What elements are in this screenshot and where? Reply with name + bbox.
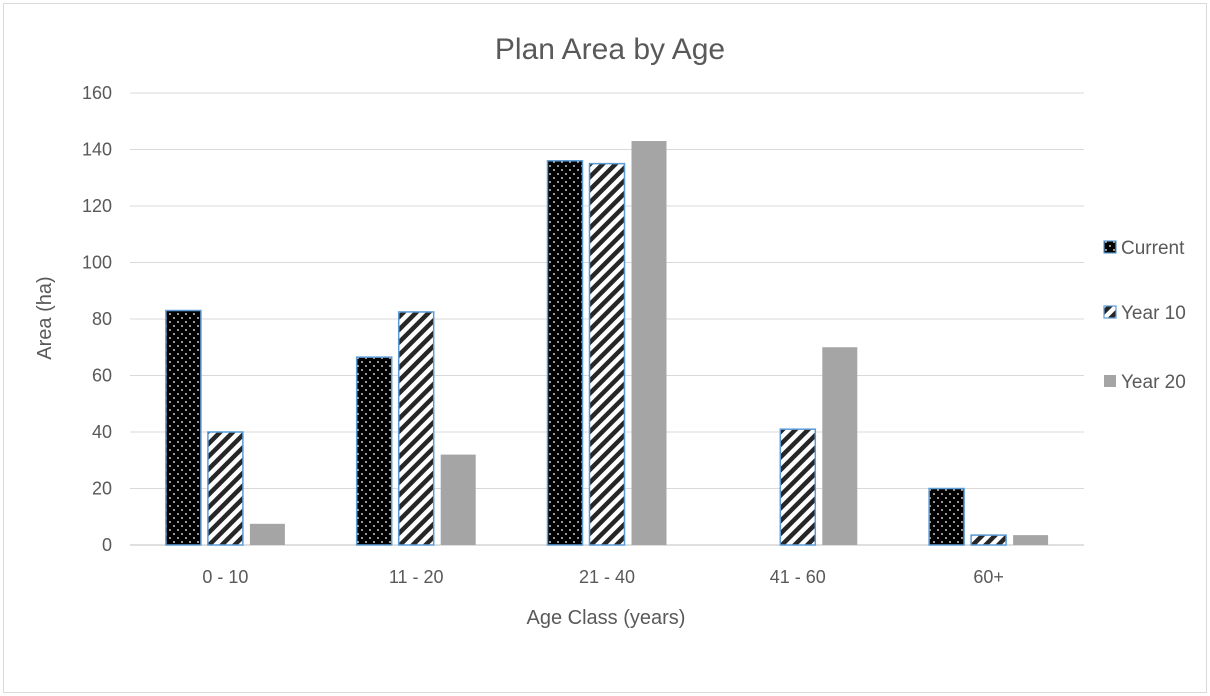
bar-year-20 bbox=[1013, 535, 1049, 545]
y-tick-label: 100 bbox=[82, 253, 112, 273]
legend-label: Year 10 bbox=[1121, 303, 1186, 324]
x-tick-label: 41 - 60 bbox=[770, 567, 826, 587]
bar-year-10 bbox=[207, 431, 244, 546]
bar-current bbox=[928, 487, 965, 546]
y-tick-label: 120 bbox=[82, 196, 112, 216]
bar-year-20 bbox=[631, 141, 667, 545]
y-tick-label: 60 bbox=[92, 366, 112, 386]
chart-title: Plan Area by Age bbox=[495, 33, 725, 66]
bar-year-10 bbox=[588, 162, 626, 546]
bar-current bbox=[355, 356, 393, 546]
y-tick-label: 160 bbox=[82, 83, 112, 103]
legend-label: Current bbox=[1121, 238, 1185, 259]
bar-year-10 bbox=[397, 311, 435, 546]
x-tick-label: 60+ bbox=[973, 567, 1004, 587]
x-axis-title: Age Class (years) bbox=[527, 607, 686, 629]
y-tick-label: 20 bbox=[92, 479, 112, 499]
bar-year-10 bbox=[779, 428, 817, 546]
legend-swatch bbox=[1103, 240, 1117, 254]
x-tick-label: 11 - 20 bbox=[389, 567, 444, 587]
x-axis-ticks: 0 - 10 11 - 20 21 - 40 41 - 60 60+ bbox=[202, 567, 1003, 587]
y-tick-label: 140 bbox=[82, 140, 112, 160]
bars bbox=[165, 141, 1049, 546]
y-axis-title: Area (ha) bbox=[34, 276, 56, 359]
legend-label: Year 20 bbox=[1121, 372, 1186, 393]
legend-swatch bbox=[1104, 375, 1116, 387]
x-tick-label: 0 - 10 bbox=[202, 567, 248, 587]
y-tick-label: 40 bbox=[92, 422, 112, 442]
y-axis-ticks: 0 20 40 60 80 100 120 140 160 bbox=[82, 83, 112, 555]
bar-year-20 bbox=[440, 454, 476, 545]
legend: Current Year 10 Year 20 bbox=[1103, 238, 1186, 393]
bar-current bbox=[165, 309, 202, 546]
bar-year-20 bbox=[249, 523, 285, 545]
y-tick-label: 80 bbox=[92, 309, 112, 329]
bar-year-10 bbox=[970, 534, 1007, 546]
bar-current bbox=[546, 160, 584, 546]
legend-swatch bbox=[1103, 305, 1117, 319]
x-tick-label: 21 - 40 bbox=[579, 567, 635, 587]
bar-year-20 bbox=[822, 347, 858, 545]
y-tick-label: 0 bbox=[102, 535, 112, 555]
